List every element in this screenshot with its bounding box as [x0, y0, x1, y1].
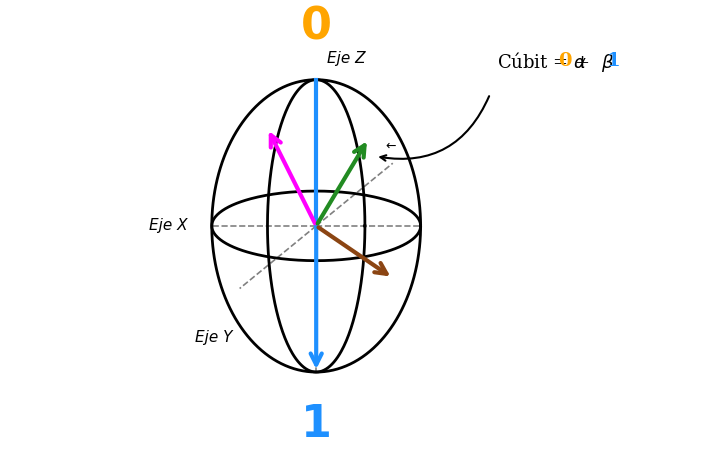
- Text: 1: 1: [607, 52, 621, 70]
- Text: 0: 0: [558, 52, 571, 70]
- Text: Eje Z: Eje Z: [326, 51, 365, 66]
- Text: 1: 1: [300, 403, 332, 446]
- Text: Eje X: Eje X: [149, 218, 187, 233]
- Text: Cúbit = $\alpha$: Cúbit = $\alpha$: [497, 52, 587, 72]
- Text: ←: ←: [386, 139, 397, 152]
- Text: Eje Y: Eje Y: [195, 330, 232, 345]
- Text: +  $\beta$: + $\beta$: [569, 52, 614, 74]
- Text: 0: 0: [300, 5, 332, 49]
